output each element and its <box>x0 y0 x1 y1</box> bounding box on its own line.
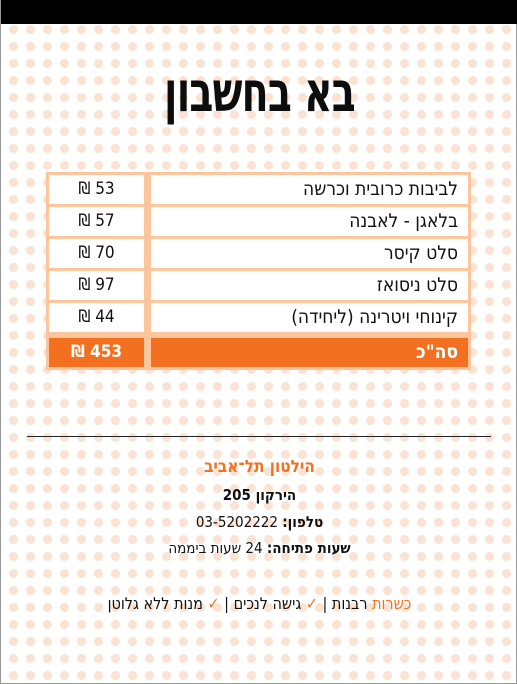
bill-table: 53 ₪ לביבות כרובית וכרשה 57 ₪ בלאגן - לא… <box>46 172 471 370</box>
accessibility-feature: גישה לנכים <box>233 594 302 613</box>
phone-number: 03-5202222 <box>195 513 278 531</box>
item-name: סלט ניסואז <box>151 271 468 300</box>
total-label: סה"כ <box>151 338 468 367</box>
features-line: כשרות רבנות | ✓ גישה לנכים | ✓ מנות ללא … <box>1 594 517 613</box>
restaurant-hours-line: שעות פתיחה: 24 שעות ביממה <box>1 539 517 557</box>
check-icon: ✓ <box>207 594 220 613</box>
restaurant-address: הירקון 205 <box>222 486 297 504</box>
item-name: קינוחי ויטרינה (ליחידה) <box>151 303 468 332</box>
separator: | <box>224 594 230 613</box>
item-price: 53 ₪ <box>49 175 144 204</box>
top-bar <box>1 0 517 24</box>
item-name: בלאגן - לאבנה <box>151 207 468 236</box>
item-price: 57 ₪ <box>49 207 144 236</box>
item-price: 97 ₪ <box>49 271 144 300</box>
item-price: 44 ₪ <box>49 303 144 332</box>
restaurant-phone-line: טלפון: 03-5202222 <box>1 513 517 531</box>
hours-label: שעות פתיחה: <box>266 539 351 557</box>
item-name: סלט קיסר <box>151 239 468 268</box>
separator: | <box>322 594 328 613</box>
check-icon: ✓ <box>305 594 318 613</box>
restaurant-name: הילטון תל־אביב <box>204 457 315 477</box>
item-name: לביבות כרובית וכרשה <box>151 175 468 204</box>
phone-label: טלפון: <box>282 513 324 531</box>
hours-value: 24 שעות ביממה <box>168 539 263 557</box>
divider <box>27 436 491 437</box>
item-price: 70 ₪ <box>49 239 144 268</box>
total-price: 453 ₪ <box>49 338 144 367</box>
page-title: בא בחשבון <box>164 60 356 125</box>
gluten-free-feature: מנות ללא גלוטן <box>107 594 203 613</box>
kosher-value: רבנות <box>331 594 368 613</box>
kosher-label: כשרות <box>372 594 412 613</box>
